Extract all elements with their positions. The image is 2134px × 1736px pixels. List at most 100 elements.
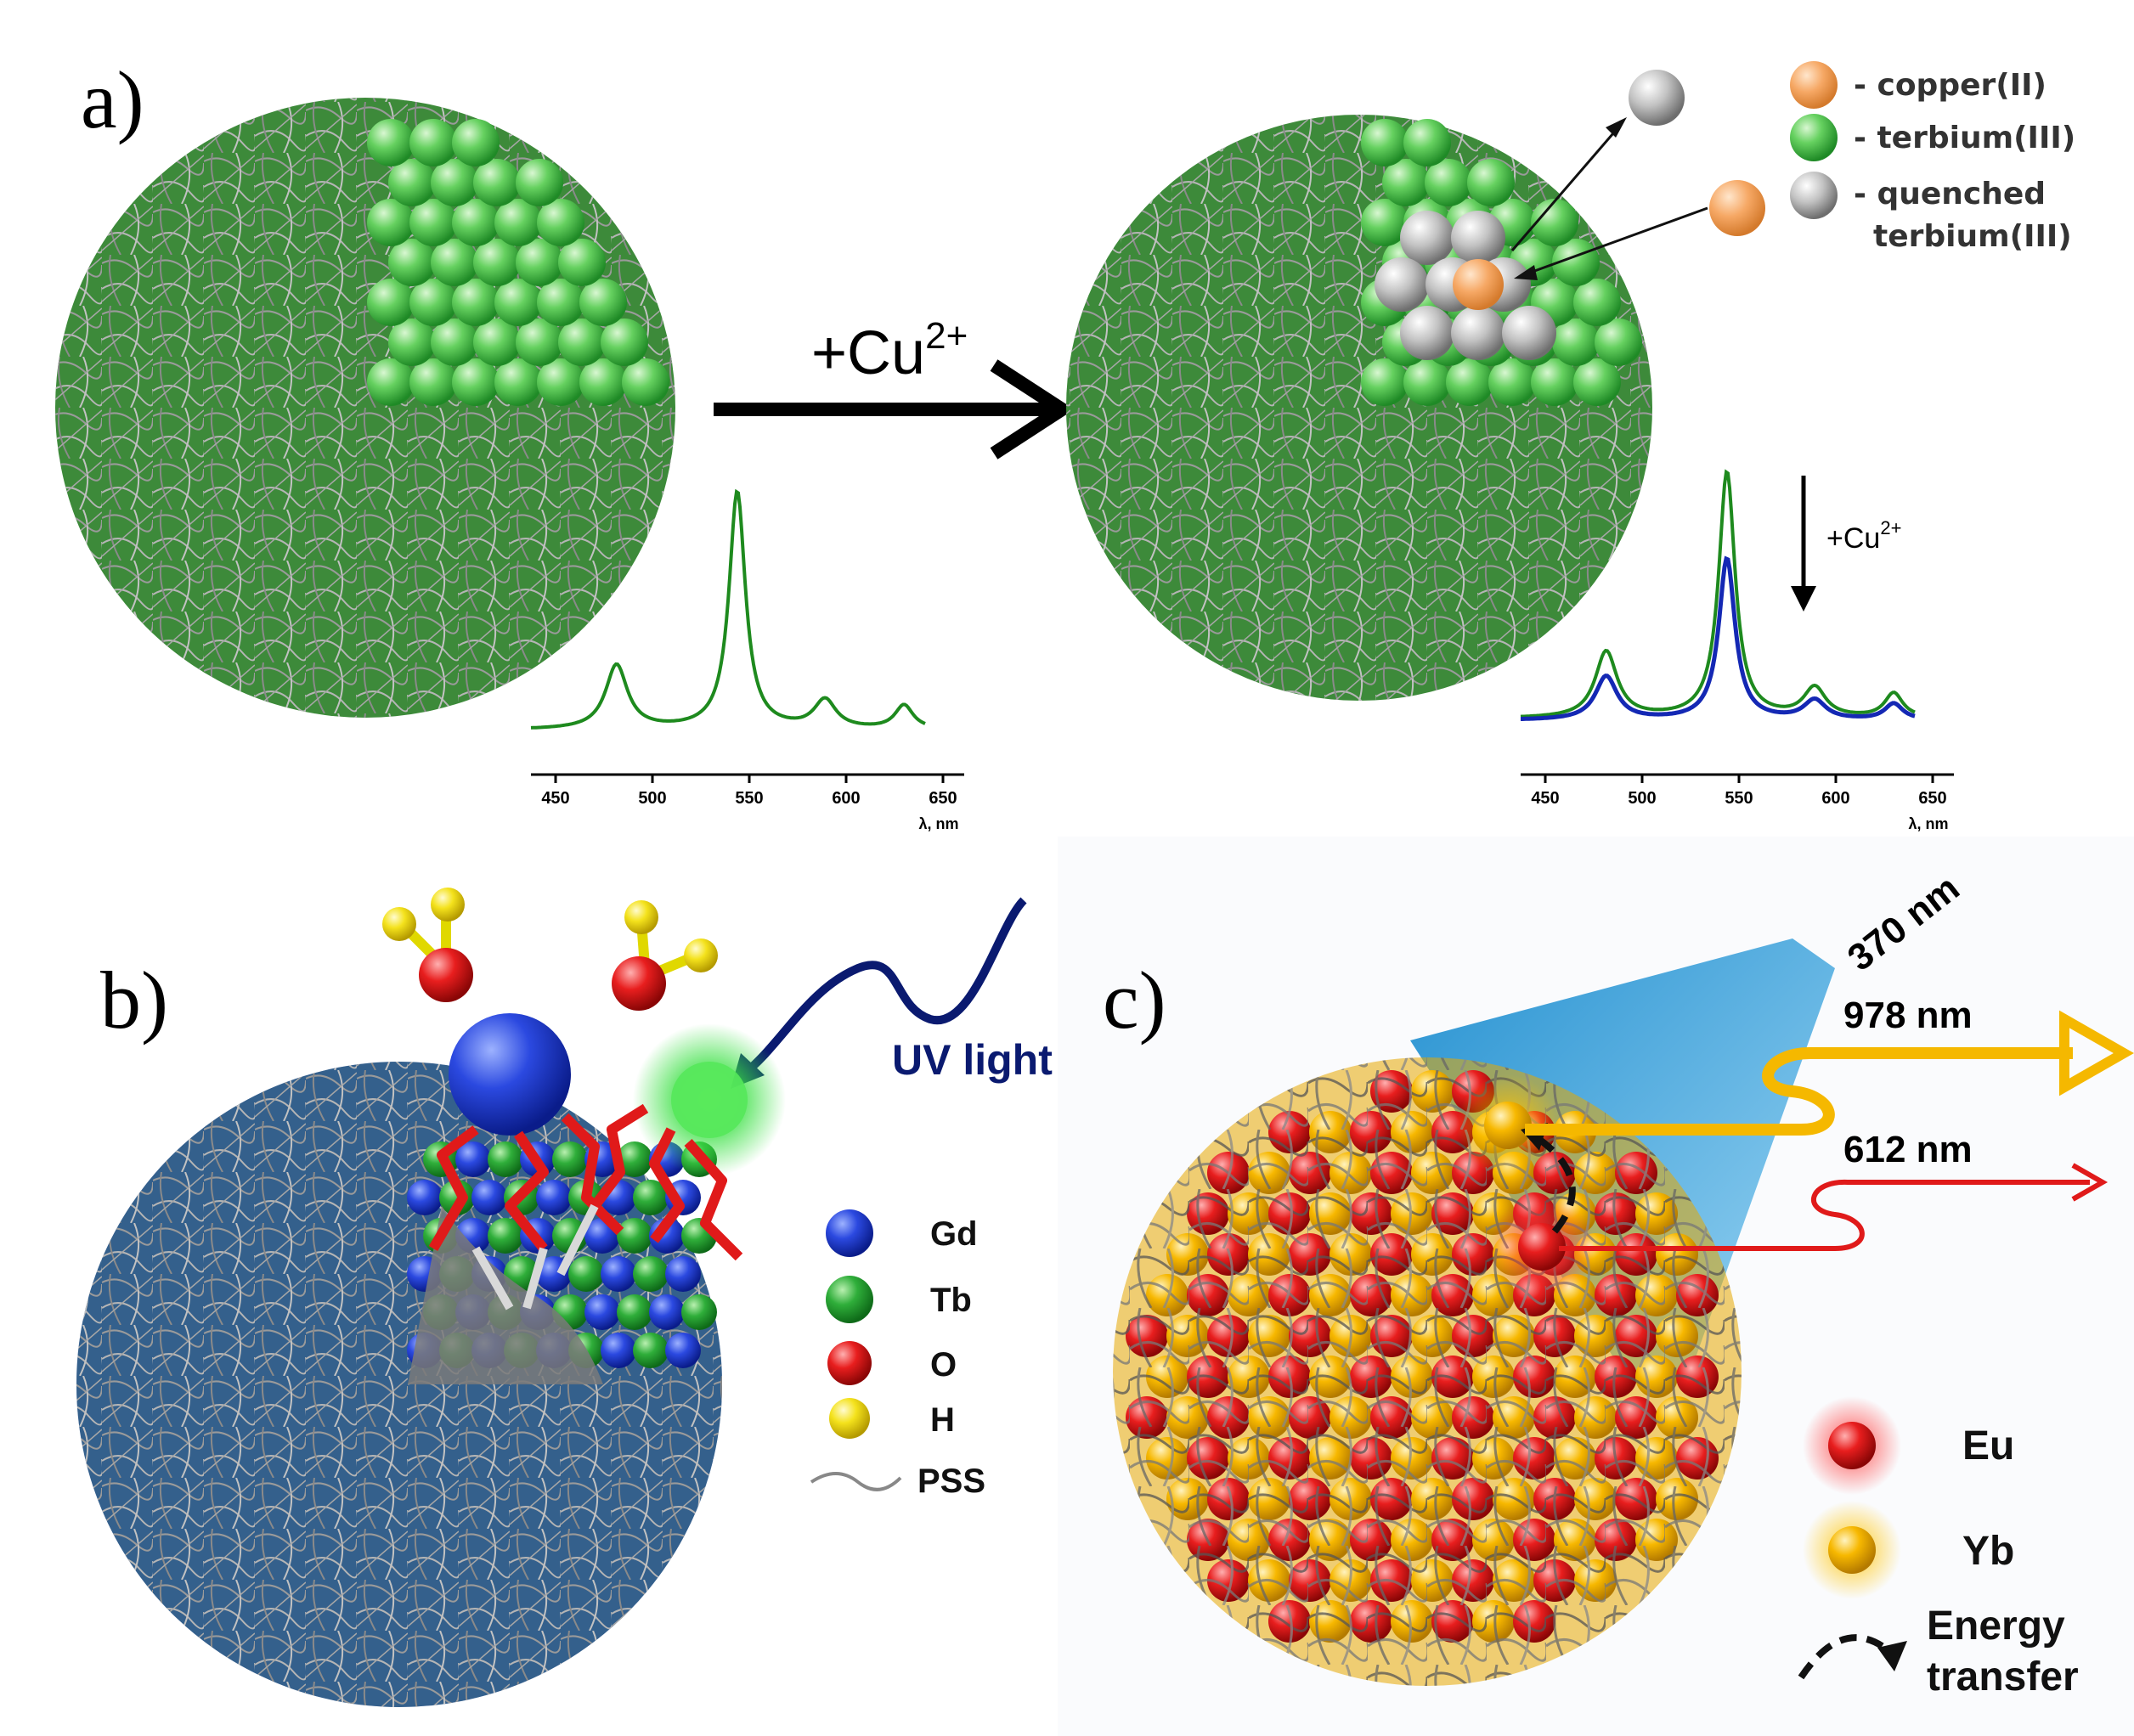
terbium-ball [409, 358, 457, 406]
legend-h-swatch [829, 1398, 870, 1439]
tb-ball [633, 1180, 669, 1215]
spectrum-left-tick-500: 500 [638, 789, 666, 808]
terbium-ball [409, 279, 457, 326]
terbium-ball [1467, 159, 1515, 206]
legend-h-label: H [930, 1401, 955, 1439]
spectrum-right-blue-trace [1521, 555, 1916, 721]
quenched-terbium-ball [1502, 306, 1556, 360]
terbium-ball [579, 358, 627, 406]
legend-copper-swatch [1790, 61, 1838, 109]
terbium-ball [1573, 358, 1621, 406]
legend-tb-swatch [826, 1276, 873, 1323]
terbium-ball [601, 318, 648, 366]
terbium-ball [558, 318, 606, 366]
terbium-ball [622, 358, 669, 406]
terbium-ball [516, 318, 563, 366]
terbium-ball [388, 318, 436, 366]
tb-ball [617, 1218, 652, 1254]
terbium-ball [579, 279, 627, 326]
yb-emission-path [1525, 1047, 2073, 1136]
spectrum-left-green-trace [530, 488, 926, 730]
terbium-ball [494, 358, 542, 406]
terbium-ball [452, 119, 500, 166]
spectrum-right-tick-600: 600 [1821, 789, 1849, 808]
legend-energy-transfer-label-2: transfer [1927, 1654, 2079, 1699]
eu-emission-path [1559, 1179, 2090, 1251]
panel-c: c) 370 nm 978 nm 612 nm Eu [1058, 837, 2134, 1736]
terbium-ball [388, 159, 436, 206]
terbium-ball [537, 199, 584, 246]
terbium-ball [452, 358, 500, 406]
terbium-ball [1361, 199, 1409, 246]
terbium-ball [494, 199, 542, 246]
tb-ball [633, 1256, 669, 1292]
legend-o-label: O [930, 1346, 957, 1384]
legend-eu-swatch [1828, 1422, 1876, 1469]
terbium-ball [1573, 279, 1621, 326]
terbium-ball [431, 318, 478, 366]
terbium-ball [1531, 199, 1578, 246]
gd-ball [665, 1256, 701, 1292]
legend-gd-swatch [826, 1209, 873, 1257]
panel-a-label: a) [81, 54, 144, 145]
terbium-ball [1361, 119, 1409, 166]
tb-ball [488, 1218, 523, 1254]
tb-ball [633, 1333, 669, 1368]
tb-ball [617, 1141, 652, 1177]
gd-ball [536, 1180, 572, 1215]
tb-ball [681, 1294, 717, 1330]
terbium-ball [367, 119, 415, 166]
legend-quenched-label-2: terbium(III) [1873, 219, 2072, 254]
nanoparticle-sphere-left [55, 98, 675, 718]
panel-b-label: b) [100, 955, 168, 1046]
terbium-ball [473, 239, 521, 286]
terbium-ball [516, 239, 563, 286]
water-molecule-2 [612, 900, 718, 1011]
tb-ball [568, 1256, 604, 1292]
panel-b: b) UV light [76, 888, 1053, 1707]
terbium-ball [494, 279, 542, 326]
spectrum-left-tick-550: 550 [735, 789, 763, 808]
gd-ball [649, 1294, 685, 1330]
terbium-ball [516, 159, 563, 206]
terbium-ball [388, 239, 436, 286]
terbium-ball [1488, 358, 1536, 406]
legend-tb-label: Tb [930, 1282, 972, 1319]
terbium-ball [431, 159, 478, 206]
gd-ball [471, 1180, 507, 1215]
legend-o-swatch [827, 1341, 872, 1385]
gd-ball [407, 1180, 443, 1215]
terbium-ball [1403, 358, 1451, 406]
legend-quenched-label: - quenched [1854, 177, 2046, 211]
terbium-ball [537, 358, 584, 406]
terbium-ball [558, 239, 606, 286]
terbium-ball [1382, 159, 1430, 206]
ligand-chains [428, 1103, 743, 1310]
terbium-ball [409, 119, 457, 166]
legend-a: - copper(II) - terbium(III) - quenched t… [1790, 61, 2075, 254]
tb-ball [617, 1294, 652, 1330]
terbium-ball [1403, 119, 1451, 166]
spectrum-right-green-trace [1520, 469, 1916, 719]
terbium-ball [452, 279, 500, 326]
terbium-ball [1595, 318, 1642, 366]
terbium-ball [1552, 318, 1600, 366]
quenched-terbium-ball [1400, 306, 1454, 360]
spectrum-left-axis-title: λ, nm [918, 815, 958, 832]
insertion-arrow [1520, 206, 1708, 278]
terbium-ball [452, 199, 500, 246]
terbium-ball [409, 199, 457, 246]
spectrum-right-tick-550: 550 [1725, 789, 1753, 808]
gd-ball [601, 1333, 636, 1368]
spectrum-right-axis-title: λ, nm [1908, 815, 1948, 832]
tb-ball [488, 1141, 523, 1177]
spectrum-left-tick-450: 450 [541, 789, 569, 808]
energy-transfer-arrow [1535, 1135, 1576, 1234]
gd-ball [584, 1294, 620, 1330]
gd-ball [601, 1256, 636, 1292]
terbium-ball [473, 159, 521, 206]
gd-ball [455, 1141, 491, 1177]
terbium-ball [1531, 358, 1578, 406]
legend-terbium-label: - terbium(III) [1854, 121, 2075, 155]
